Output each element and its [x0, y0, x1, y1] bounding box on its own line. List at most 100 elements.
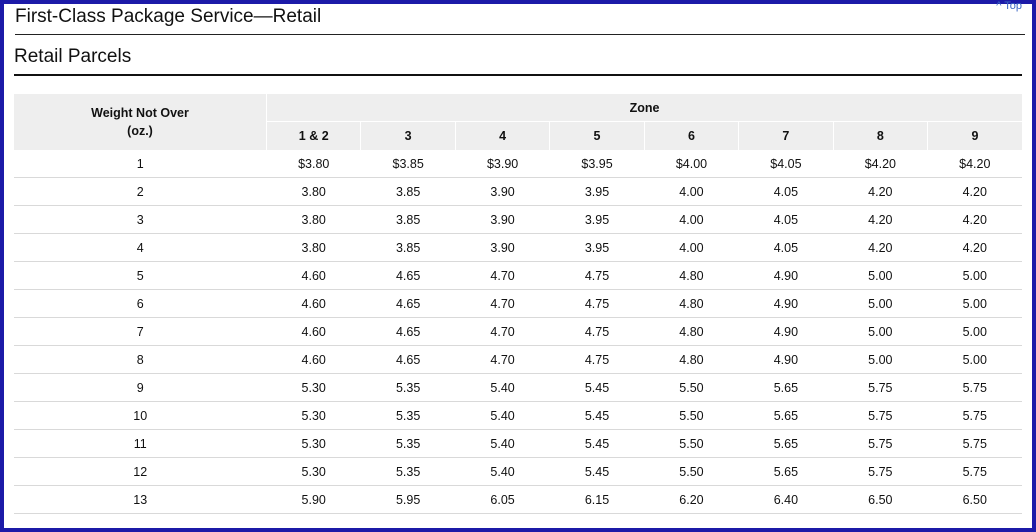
price-cell: 6.05	[455, 485, 550, 514]
page-title: First-Class Package Service—Retail	[15, 6, 1025, 35]
zone-column-header: 1 & 2	[266, 121, 362, 150]
weight-cell: 7	[14, 317, 267, 346]
zone-column-header: 5	[549, 121, 645, 150]
price-cell: 4.20	[833, 205, 928, 234]
table-row: 6 4.60 4.65 4.70 4.75 4.80 4.90 5.00 5.00	[14, 289, 1022, 318]
price-cell: 5.00	[833, 345, 928, 374]
table-row: 9 5.30 5.35 5.40 5.45 5.50 5.65 5.75 5.75	[14, 373, 1022, 402]
price-cell: 5.75	[833, 401, 928, 430]
weight-cell: 8	[14, 345, 267, 374]
zone-column-header: 7	[738, 121, 834, 150]
price-cell: 4.60	[266, 289, 361, 318]
price-cell: 4.90	[738, 317, 834, 346]
price-cell: 4.75	[549, 289, 645, 318]
price-cell: 5.40	[455, 373, 550, 402]
table-row: 8 4.60 4.65 4.70 4.75 4.80 4.90 5.00 5.00	[14, 345, 1022, 374]
price-cell: 5.75	[927, 401, 1022, 430]
price-cell: 4.20	[927, 177, 1022, 206]
section-title: Retail Parcels	[14, 46, 1022, 76]
price-cell: 5.75	[927, 373, 1022, 402]
price-cell: 5.45	[549, 457, 645, 486]
price-cell: 5.65	[738, 457, 834, 486]
weight-header-unit: (oz.)	[127, 124, 153, 138]
weight-cell: 4	[14, 233, 267, 262]
price-cell: 6.20	[644, 485, 739, 514]
table-row: 2 3.80 3.85 3.90 3.95 4.00 4.05 4.20 4.20	[14, 177, 1022, 206]
weight-column-header: Weight Not Over (oz.)	[14, 94, 267, 150]
zone-column-header: 4	[455, 121, 551, 150]
price-cell: 4.70	[455, 261, 550, 290]
price-cell: 5.40	[455, 457, 550, 486]
zone-column-header: 8	[833, 121, 929, 150]
price-cell: 4.05	[738, 233, 834, 262]
price-cell: 5.00	[833, 261, 928, 290]
weight-cell: 5	[14, 261, 267, 290]
price-cell: 4.05	[738, 205, 834, 234]
price-cell: 5.30	[266, 429, 361, 458]
price-cell: 5.45	[549, 401, 645, 430]
weight-cell: 3	[14, 205, 267, 234]
price-cell: 3.90	[455, 233, 550, 262]
weight-cell: 13	[14, 485, 267, 514]
price-cell: 5.50	[644, 457, 739, 486]
price-cell: 4.65	[360, 261, 456, 290]
price-cell: 4.20	[833, 233, 928, 262]
price-cell: 4.60	[266, 345, 361, 374]
price-cell: 4.20	[927, 233, 1022, 262]
price-cell: 5.00	[927, 289, 1022, 318]
price-cell: 3.95	[549, 233, 645, 262]
weight-cell: 2	[14, 177, 267, 206]
price-cell: 4.90	[738, 261, 834, 290]
price-cell: 6.15	[549, 485, 645, 514]
price-cell: 4.65	[360, 289, 456, 318]
price-cell: 5.35	[360, 401, 456, 430]
zone-column-header: 9	[927, 121, 1022, 150]
price-cell: 5.40	[455, 429, 550, 458]
table-row: 5 4.60 4.65 4.70 4.75 4.80 4.90 5.00 5.00	[14, 261, 1022, 290]
price-cell: 4.05	[738, 177, 834, 206]
back-to-top-link[interactable]: ^ Top	[996, 0, 1022, 12]
price-cell: 3.85	[360, 233, 456, 262]
price-cell: 3.80	[266, 177, 361, 206]
price-cell: $4.00	[644, 150, 739, 178]
price-cell: 5.65	[738, 429, 834, 458]
price-cell: 5.30	[266, 457, 361, 486]
price-cell: 4.70	[455, 289, 550, 318]
price-cell: $4.05	[738, 150, 834, 178]
price-cell: 4.75	[549, 261, 645, 290]
price-cell: 4.00	[644, 177, 739, 206]
price-cell: 5.35	[360, 373, 456, 402]
weight-cell: 1	[14, 150, 267, 178]
table-row: 10 5.30 5.35 5.40 5.45 5.50 5.65 5.75 5.75	[14, 401, 1022, 430]
weight-cell: 11	[14, 429, 267, 458]
price-cell: 5.50	[644, 401, 739, 430]
price-cell: 5.45	[549, 373, 645, 402]
price-cell: 4.20	[927, 205, 1022, 234]
price-cell: 4.80	[644, 345, 739, 374]
price-cell: 4.00	[644, 205, 739, 234]
price-cell: 4.70	[455, 317, 550, 346]
weight-header-label: Weight Not Over	[91, 106, 189, 120]
price-cell: 5.00	[833, 289, 928, 318]
price-cell: 4.90	[738, 289, 834, 318]
price-cell: 4.75	[549, 317, 645, 346]
price-cell: 5.00	[833, 317, 928, 346]
price-cell: 4.20	[833, 177, 928, 206]
weight-cell: 9	[14, 373, 267, 402]
price-cell: 4.65	[360, 345, 456, 374]
price-cell: 3.80	[266, 233, 361, 262]
price-cell: 5.35	[360, 457, 456, 486]
price-cell: 6.50	[927, 485, 1022, 514]
table-row: 1 $3.80 $3.85 $3.90 $3.95 $4.00 $4.05 $4.20 $4.2…	[14, 150, 1022, 178]
price-cell: 5.00	[927, 261, 1022, 290]
table-row: 13 5.90 5.95 6.05 6.15 6.20 6.40 6.50 6.50	[14, 485, 1022, 514]
price-cell: 4.75	[549, 345, 645, 374]
table-row: 4 3.80 3.85 3.90 3.95 4.00 4.05 4.20 4.20	[14, 233, 1022, 262]
price-cell: $4.20	[833, 150, 928, 178]
price-cell: 5.75	[927, 429, 1022, 458]
price-cell: 5.50	[644, 373, 739, 402]
price-cell: $4.20	[927, 150, 1022, 178]
price-cell: 5.65	[738, 373, 834, 402]
price-cell: 5.00	[927, 345, 1022, 374]
